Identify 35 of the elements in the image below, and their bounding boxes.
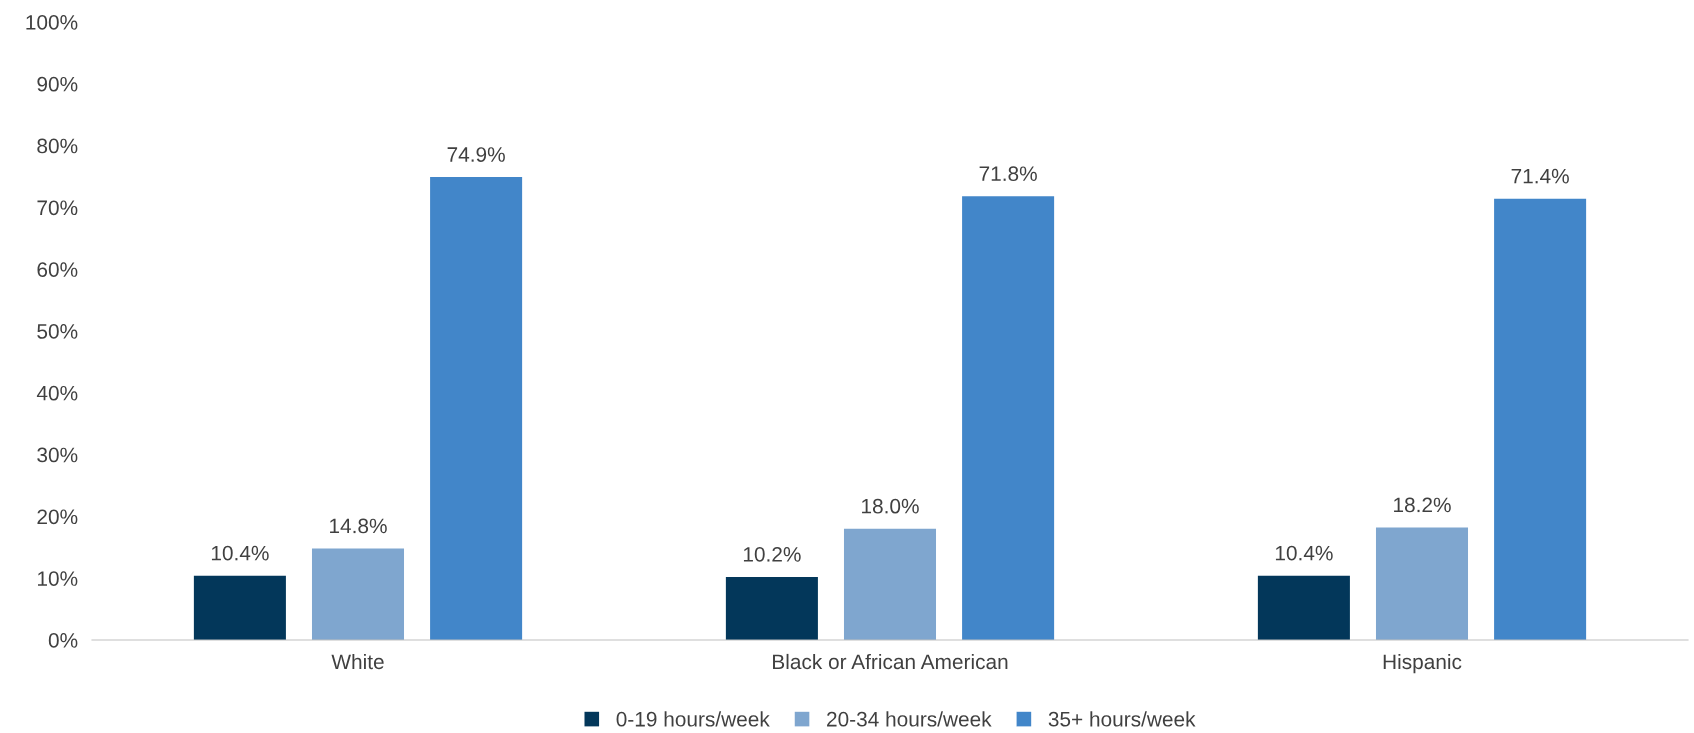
data-label: 10.2% [743,546,801,562]
bar [1494,198,1587,640]
data-label: 10.4% [1275,545,1333,561]
legend-label: 0-19 hours/week [616,711,770,727]
bar [430,177,523,640]
data-label: 71.8% [979,166,1037,182]
x-tick-label: White [331,653,384,670]
y-tick-label: 50% [37,324,78,339]
bar [962,196,1055,640]
data-label: 10.4% [211,545,269,561]
legend-label: 35+ hours/week [1048,711,1196,727]
y-tick-label: 40% [36,385,78,401]
data-label: 71.4% [1511,168,1569,184]
bar [311,548,405,640]
y-tick-label: 60% [37,262,78,277]
bar [843,528,937,640]
bar [1257,575,1350,640]
y-tick-label: 80% [37,138,78,154]
bar [193,575,286,640]
y-tick-label: 20% [37,509,78,525]
y-tick-label: 90% [37,76,78,92]
data-label: 74.9% [447,147,505,162]
data-label: 14.8% [330,518,387,534]
data-label: 18.2% [1394,497,1451,513]
x-tick-label: Black or African American [773,653,1008,670]
y-tick-label: 100% [26,15,78,30]
data-label: 18.0% [862,498,919,514]
legend-label: 20-34 hours/week [827,711,992,727]
y-tick-label: 0% [48,633,78,648]
bar [1375,527,1469,640]
y-tick-label: 70% [37,200,78,216]
x-tick-label: Hispanic [1383,653,1462,674]
y-tick-label: 30% [37,447,78,463]
y-tick-label: 10% [38,571,78,586]
bar [725,576,818,640]
